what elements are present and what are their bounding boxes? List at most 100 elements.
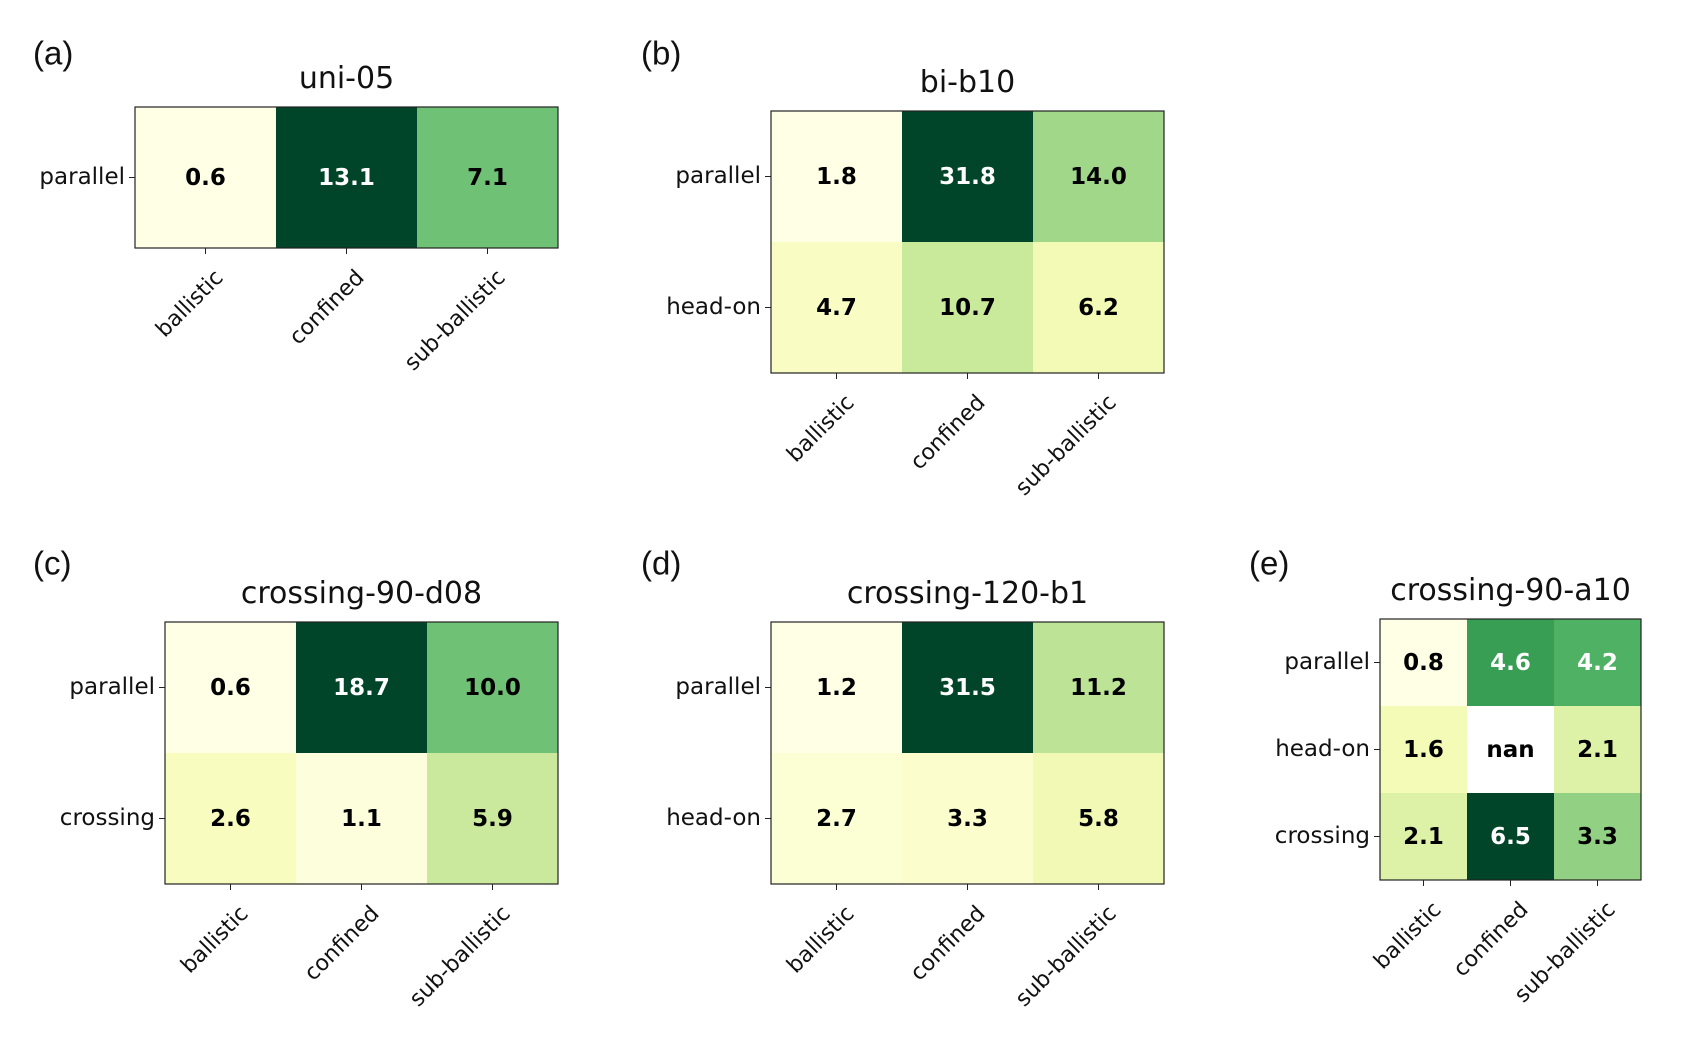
panel-label: (a): [33, 35, 73, 72]
y-tick-label: crossing: [1275, 823, 1370, 849]
heatmap-panel-d: (d) crossing-120-b1 1.2 31.5 11.2 2.7 3.3 5.8 pa…: [641, 545, 1165, 1012]
heatmap-cell: [1033, 753, 1164, 884]
heatmap-cell: [296, 622, 427, 753]
cell-value-label: 6.2: [1078, 295, 1119, 321]
heatmap-cell: [427, 622, 558, 753]
cell-value-label: 0.8: [1403, 650, 1444, 676]
cell-value-label: 1.6: [1403, 737, 1444, 763]
y-tick-label: head-on: [1275, 736, 1370, 762]
cell-value-label: 10.7: [939, 295, 996, 321]
x-tick-label: sub-ballistic: [1011, 390, 1122, 501]
panel-label: (b): [641, 35, 681, 72]
cell-value-label: 6.5: [1490, 824, 1531, 850]
cell-value-label: 10.0: [464, 675, 521, 701]
heatmap-cell: [1033, 242, 1164, 373]
panel-label: (c): [33, 545, 71, 582]
heatmap-panel-c: (c) crossing-90-d08 0.6 18.7 10.0 2.6 1.1 5.9 pa…: [33, 545, 559, 1012]
cell-value-label: 11.2: [1070, 675, 1127, 701]
y-tick-label: crossing: [60, 805, 155, 831]
heatmap-cell: [902, 753, 1033, 884]
x-tick-label: confined: [906, 390, 991, 475]
heatmap-cell: [1467, 706, 1554, 793]
cell-value-label: 5.8: [1078, 806, 1119, 832]
heatmap-panel-e: (e) crossing-90-a10 0.8 4.6 4.2 1.6 nan 2.1 2.1 6…: [1249, 545, 1642, 1008]
heatmap-cell: [1033, 111, 1164, 242]
y-tick-label: parallel: [675, 674, 761, 700]
heatmap-cell: [771, 753, 902, 884]
cell-value-label: 3.3: [947, 806, 988, 832]
x-tick-label: ballistic: [176, 901, 253, 978]
heatmap-cell: [1380, 793, 1467, 880]
panel-label: (d): [641, 545, 681, 582]
heatmap-cell: [771, 242, 902, 373]
y-tick-label: parallel: [675, 163, 761, 189]
cell-value-label: 4.7: [816, 295, 857, 321]
chart-title: crossing-90-a10: [1390, 573, 1631, 608]
cell-value-label: 1.8: [816, 164, 857, 190]
heatmap-cell: [1380, 619, 1467, 706]
cell-value-label: 1.1: [341, 806, 382, 832]
y-tick-label: parallel: [69, 674, 155, 700]
cell-value-label: 0.6: [185, 165, 226, 191]
cell-value-label: 2.6: [210, 806, 251, 832]
heatmap-cell: [1467, 793, 1554, 880]
panel-label: (e): [1249, 545, 1289, 582]
x-tick-label: ballistic: [1369, 897, 1446, 974]
heatmap-cell: [771, 622, 902, 753]
x-tick-label: sub-ballistic: [405, 901, 516, 1012]
x-tick-label: confined: [300, 901, 385, 986]
heatmap-cell: [902, 622, 1033, 753]
heatmap-cell: [427, 753, 558, 884]
cell-value-label: 4.6: [1490, 650, 1531, 676]
cell-value-label: 1.2: [816, 675, 857, 701]
cell-value-label: 0.6: [210, 675, 251, 701]
cell-value-label: nan: [1486, 737, 1534, 763]
x-tick-label: confined: [1449, 897, 1534, 982]
chart-title: crossing-120-b1: [847, 576, 1088, 611]
x-tick-label: ballistic: [782, 901, 859, 978]
heatmap-cell: [1554, 706, 1641, 793]
cell-value-label: 4.2: [1577, 650, 1618, 676]
heatmap-cell: [165, 753, 296, 884]
heatmap-panel-a: (a) uni-05 0.6 13.1 7.1 parallel ballistic conf…: [33, 35, 559, 376]
cell-value-label: 7.1: [467, 165, 508, 191]
heatmap-cell: [1467, 619, 1554, 706]
heatmap-cell: [902, 242, 1033, 373]
cell-value-label: 5.9: [472, 806, 513, 832]
heatmap-cell: [1554, 619, 1641, 706]
heatmap-cell: [902, 111, 1033, 242]
heatmap-cell: [135, 107, 276, 248]
y-tick-label: parallel: [39, 164, 125, 190]
cell-value-label: 3.3: [1577, 824, 1618, 850]
x-tick-label: ballistic: [782, 390, 859, 467]
heatmap-cell: [417, 107, 558, 248]
cell-value-label: 2.1: [1403, 824, 1444, 850]
cell-value-label: 2.1: [1577, 737, 1618, 763]
y-tick-label: parallel: [1284, 649, 1370, 675]
heatmap-panel-b: (b) bi-b10 1.8 31.8 14.0 4.7 10.7 6.2 parallel he…: [641, 35, 1165, 501]
cell-value-label: 18.7: [333, 675, 390, 701]
cell-value-label: 31.8: [939, 164, 996, 190]
x-tick-label: sub-ballistic: [400, 265, 511, 376]
heatmap-cell: [165, 622, 296, 753]
heatmap-cell: [1554, 793, 1641, 880]
x-tick-label: ballistic: [151, 265, 228, 342]
cell-value-label: 31.5: [939, 675, 996, 701]
x-tick-label: sub-ballistic: [1011, 901, 1122, 1012]
x-tick-label: confined: [285, 265, 370, 350]
cell-value-label: 14.0: [1070, 164, 1127, 190]
heatmap-cell: [771, 111, 902, 242]
cell-value-label: 2.7: [816, 806, 857, 832]
chart-title: bi-b10: [920, 65, 1015, 100]
x-tick-label: confined: [906, 901, 991, 986]
heatmap-cell: [1380, 706, 1467, 793]
chart-title: uni-05: [299, 61, 394, 96]
chart-title: crossing-90-d08: [241, 576, 482, 611]
heatmap-cell: [296, 753, 427, 884]
y-tick-label: head-on: [666, 805, 761, 831]
y-tick-label: head-on: [666, 294, 761, 320]
heatmap-cell: [1033, 622, 1164, 753]
cell-value-label: 13.1: [318, 165, 375, 191]
